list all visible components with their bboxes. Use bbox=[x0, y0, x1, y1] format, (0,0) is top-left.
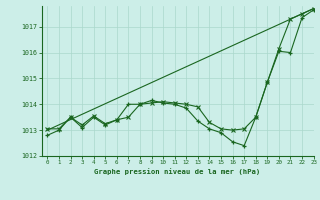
X-axis label: Graphe pression niveau de la mer (hPa): Graphe pression niveau de la mer (hPa) bbox=[94, 168, 261, 175]
